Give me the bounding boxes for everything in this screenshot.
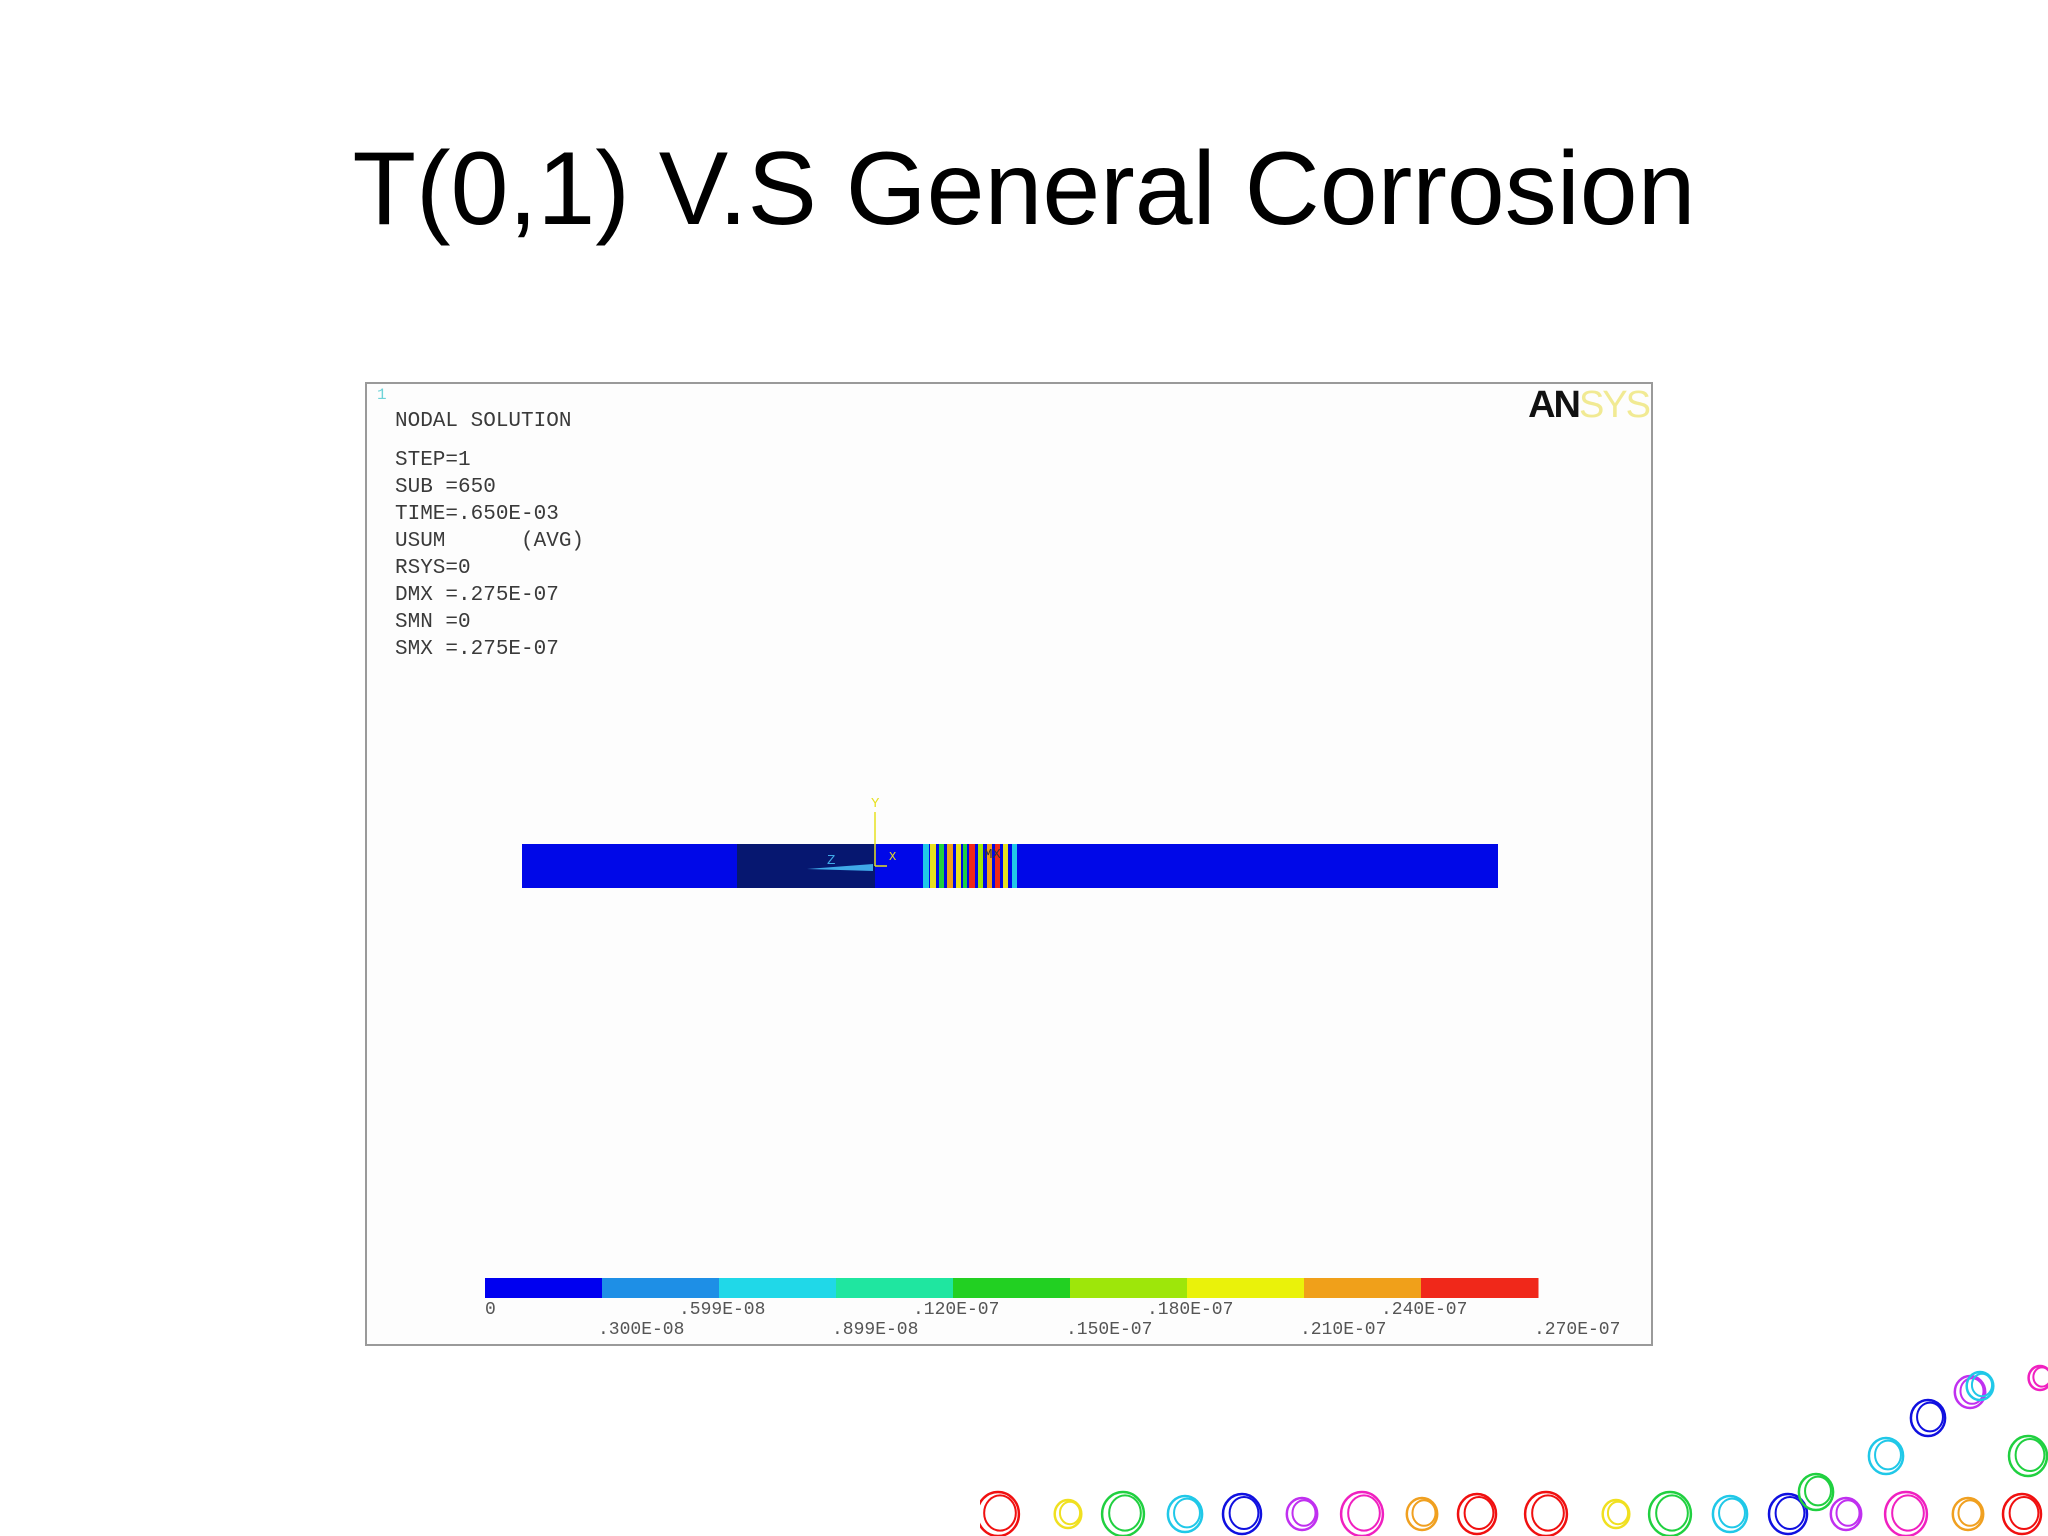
decorative-circle: [1829, 1496, 1863, 1532]
legend-label: .270E-07: [1534, 1320, 1621, 1340]
decorative-circle: [1523, 1490, 1569, 1536]
decorative-circle-inner: [983, 1494, 1017, 1532]
decorative-circle-inner: [2008, 1496, 2040, 1530]
decorative-circle: [1711, 1494, 1749, 1534]
slide-title: T(0,1) V.S General Corrosion: [352, 131, 1696, 247]
decorative-circle-inner: [1804, 1475, 1832, 1507]
legend-segment: [953, 1278, 1071, 1298]
decorative-circle-inner: [1606, 1500, 1630, 1526]
legend-segment: [1070, 1278, 1188, 1298]
legend-labels: 0 .599E-08 .120E-07 .180E-07 .240E-07 .300E-0…: [367, 384, 1655, 1348]
info-line-rsys: RSYS=0: [395, 557, 471, 580]
decorative-circle: [2007, 1434, 2048, 1478]
triad-x-label: X: [889, 850, 896, 864]
wave-packet-bands: [923, 844, 1017, 888]
decorative-circle-inner: [2032, 1366, 2048, 1388]
decorative-circle-inner: [1891, 1494, 1925, 1532]
legend-segment: [836, 1278, 954, 1298]
decorative-circle: [1797, 1472, 1835, 1512]
decorative-circle: [1965, 1370, 1995, 1402]
info-line-dmx: DMX =.275E-07: [395, 584, 559, 607]
info-line-step: STEP=1: [395, 449, 471, 472]
info-title: NODAL SOLUTION: [395, 410, 572, 433]
decorative-circle-inner: [1173, 1497, 1201, 1529]
ansys-logo: ANSYS: [1528, 384, 1651, 426]
decorative-circle-inner: [1347, 1494, 1381, 1532]
decorative-circle: [1767, 1492, 1809, 1536]
decorative-circle: [1456, 1492, 1498, 1536]
decorative-circle: [1951, 1496, 1985, 1532]
pipe-model: [522, 844, 1498, 888]
info-line-smx: SMX =.275E-07: [395, 638, 559, 661]
decorative-circle: [1285, 1496, 1319, 1532]
decorative-circle: [1405, 1496, 1439, 1532]
decorative-circle-inner: [1411, 1499, 1437, 1527]
window-number: 1: [377, 386, 387, 404]
info-line-time: TIME=.650E-03: [395, 503, 559, 526]
decorative-circle-inner: [1291, 1499, 1317, 1527]
info-line-usum: USUM (AVG): [395, 530, 585, 553]
decorative-circle-inner: [1228, 1496, 1260, 1530]
legend-label: .599E-08: [679, 1300, 766, 1320]
decorative-circle-inner: [1718, 1497, 1746, 1529]
triad-y-label: Y: [871, 796, 880, 812]
decorative-circle: [1339, 1490, 1385, 1536]
decorative-circle: [2027, 1364, 2048, 1392]
legend-segment: [1187, 1278, 1305, 1298]
legend-color-bar: [485, 1278, 1539, 1298]
decorative-circle-inner: [1835, 1499, 1861, 1527]
decorative-circle: [1053, 1498, 1083, 1530]
decorative-circle-inner: [1463, 1496, 1495, 1530]
decorative-circle: [980, 1490, 1021, 1536]
max-marker: MX: [984, 847, 1001, 863]
decorative-circle-inner: [1531, 1494, 1565, 1532]
decorative-circle: [1100, 1490, 1146, 1536]
decorative-circle-inner: [1774, 1496, 1806, 1530]
legend-segment: [1421, 1278, 1539, 1298]
triad-z-label: Z: [827, 853, 835, 869]
legend-segment: [602, 1278, 720, 1298]
legend-label: .210E-07: [1300, 1320, 1387, 1340]
legend-label: .120E-07: [913, 1300, 1000, 1320]
decorative-circle-inner: [1959, 1377, 1985, 1405]
legend-label: .899E-08: [832, 1320, 919, 1340]
decorative-circle: [1909, 1398, 1947, 1438]
decorative-circle-inner: [1655, 1494, 1689, 1532]
decorative-circle: [1601, 1498, 1631, 1530]
decorative-circle-inner: [1957, 1499, 1983, 1527]
decorative-circle-inner: [2014, 1438, 2046, 1472]
ansys-graphics-window: 1 ANSYS NODAL SOLUTION STEP=1 SUB =650 T…: [365, 382, 1653, 1346]
legend-segment: [1304, 1278, 1422, 1298]
legend-label: 0: [485, 1300, 496, 1320]
legend-segment: [719, 1278, 837, 1298]
decorative-circle: [2001, 1492, 2043, 1536]
decorative-circle-inner: [1970, 1372, 1994, 1398]
decorative-circle: [1221, 1492, 1263, 1536]
legend-label: .240E-07: [1381, 1300, 1468, 1320]
decorative-circle: [1166, 1494, 1204, 1534]
legend-segment: [485, 1278, 603, 1298]
decorative-circle-inner: [1874, 1439, 1902, 1471]
decorative-circles: [980, 1364, 2048, 1536]
decorative-circle: [1883, 1490, 1929, 1536]
info-line-smn: SMN =0: [395, 611, 471, 634]
corrosion-wedge: [807, 864, 873, 871]
decorative-circle-inner: [1916, 1401, 1944, 1433]
fe-model-view: Y Z X MX: [485, 796, 1539, 1298]
info-line-sub: SUB =650: [395, 476, 496, 499]
decorative-circle-inner: [1058, 1500, 1082, 1526]
decorative-circle-inner: [1108, 1494, 1142, 1532]
legend-label: .180E-07: [1147, 1300, 1234, 1320]
legend-label: .150E-07: [1066, 1320, 1153, 1340]
decorative-circle: [1647, 1490, 1693, 1536]
legend-label: .300E-08: [598, 1320, 685, 1340]
nodal-solution-info: NODAL SOLUTION STEP=1 SUB =650 TIME=.650…: [395, 408, 584, 663]
coordinate-triad: Y Z X: [827, 796, 896, 869]
decorative-circle: [1867, 1436, 1905, 1476]
